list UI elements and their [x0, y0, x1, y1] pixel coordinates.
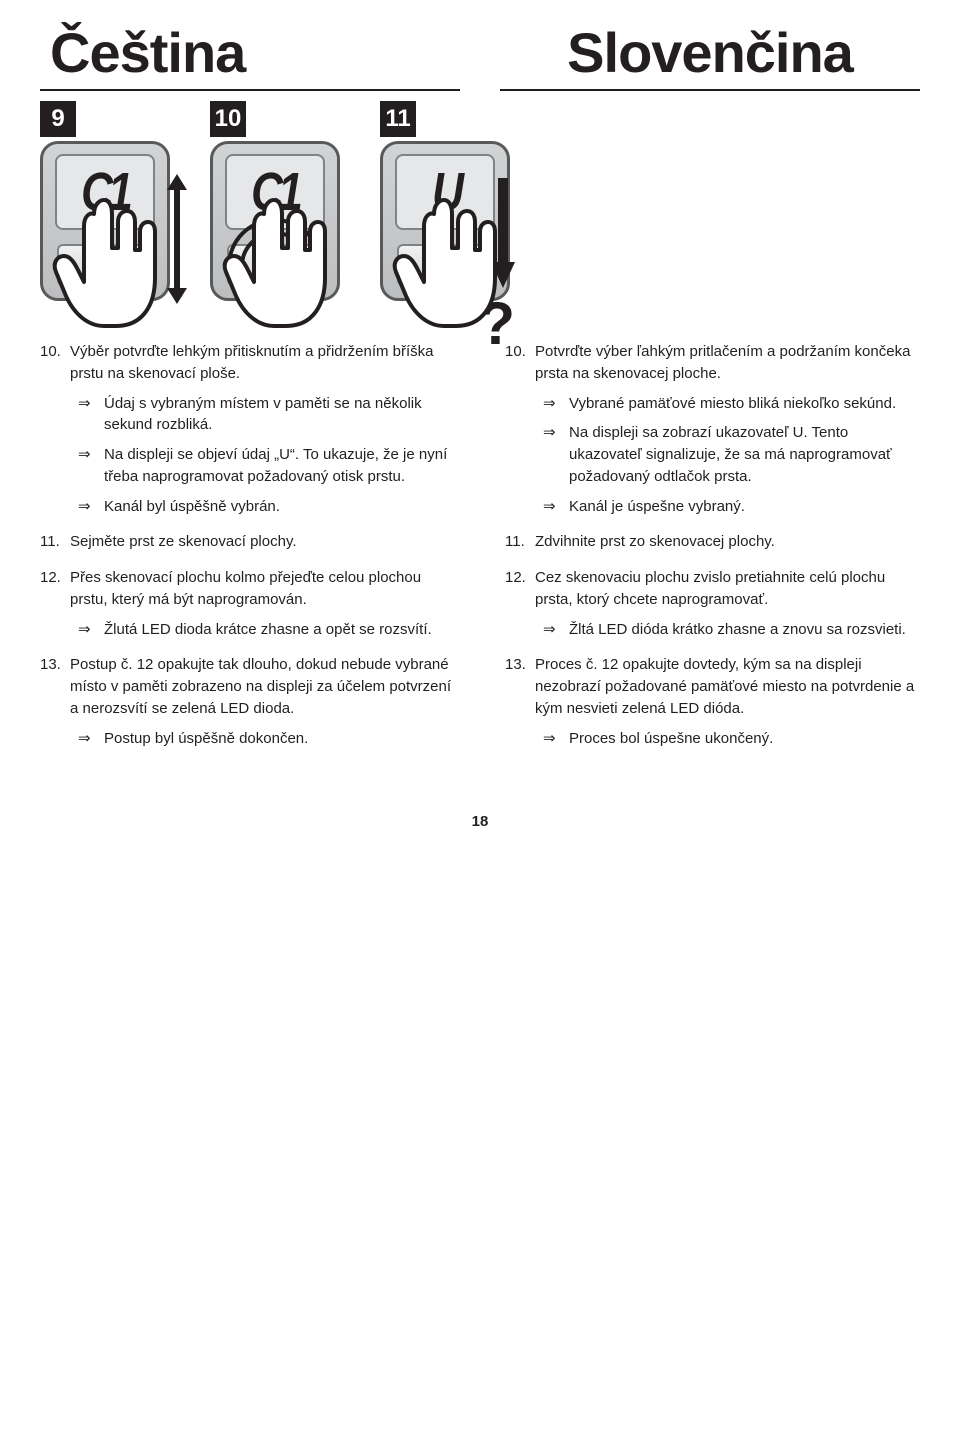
panel-9: 9 C1	[40, 121, 170, 301]
device-10: C1	[210, 141, 340, 301]
text-columns: 10. Výběr potvrďte lehkým přitisknutím a …	[40, 341, 920, 763]
item-number: 11.	[40, 531, 60, 553]
sub-item: Údaj s vybraným místem v paměti se na ně…	[104, 393, 455, 437]
header-left: Čeština	[40, 20, 460, 91]
button-row	[397, 244, 493, 286]
list-item: 11. Zdvihnite prst zo skenovacej plochy.	[505, 531, 920, 553]
list-item: 13. Postup č. 12 opakujte tak dlouho, dok…	[40, 654, 455, 749]
item-number: 13.	[505, 654, 526, 676]
item-text: Postup č. 12 opakujte tak dlouho, dokud …	[70, 656, 451, 717]
column-czech: 10. Výběr potvrďte lehkým přitisknutím a …	[40, 341, 455, 763]
sub-item: Na displeji sa zobrazí ukazovateľ U. Ten…	[569, 422, 920, 487]
column-slovak: 10. Potvrďte výber ľahkým pritlačením a p…	[505, 341, 920, 763]
list-item: 12. Cez skenovaciu plochu zvislo pretiahn…	[505, 567, 920, 640]
item-text: Výběr potvrďte lehkým přitisknutím a při…	[70, 343, 434, 382]
header-right: Slovenčina	[460, 20, 920, 91]
screen-text: U	[431, 161, 458, 223]
sub-item: Postup byl úspěšně dokončen.	[104, 728, 455, 750]
sub-item: Kanál je úspešne vybraný.	[569, 496, 920, 518]
panel-number: 10	[210, 101, 246, 137]
sub-item: Kanál byl úspěšně vybrán.	[104, 496, 455, 518]
lang-title-left: Čeština	[40, 20, 460, 91]
device-button	[448, 244, 493, 286]
list-item: 11. Sejměte prst ze skenovací plochy.	[40, 531, 455, 553]
button-row	[57, 244, 153, 286]
panel-10: 10 C1	[210, 121, 340, 301]
item-text: Cez skenovaciu plochu zvislo pretiahnite…	[535, 569, 885, 608]
panel-number: 9	[40, 101, 76, 137]
device-button	[57, 244, 102, 286]
screen-text: C1	[82, 161, 129, 223]
device-button	[397, 244, 442, 286]
device-9: C1	[40, 141, 170, 301]
item-number: 11.	[505, 531, 525, 553]
device-screen: C1	[55, 154, 155, 230]
list-item: 10. Potvrďte výber ľahkým pritlačením a p…	[505, 341, 920, 517]
item-text: Zdvihnite prst zo skenovacej plochy.	[535, 533, 775, 550]
item-text: Proces č. 12 opakujte dovtedy, kým sa na…	[535, 656, 914, 717]
down-arrow-icon	[489, 178, 517, 288]
diagram-row: 9 C1 10 C1	[40, 121, 920, 301]
list-item: 12. Přes skenovací plochu kolmo přejeďte …	[40, 567, 455, 640]
updown-arrow-icon	[165, 174, 189, 304]
sub-item: Vybrané pamäťové miesto bliká niekoľko s…	[569, 393, 920, 415]
device-screen: U	[395, 154, 495, 230]
sub-item: Žltá LED dióda krátko zhasne a znovu sa …	[569, 619, 920, 641]
item-number: 12.	[40, 567, 61, 589]
panel-11: 11 U ?	[380, 121, 510, 301]
panel-number: 11	[380, 101, 416, 137]
sub-item: Žlutá LED dioda krátce zhasne a opět se …	[104, 619, 455, 641]
lang-title-right: Slovenčina	[500, 20, 920, 91]
list-item: 10. Výběr potvrďte lehkým přitisknutím a …	[40, 341, 455, 517]
press-ripple-icon	[225, 216, 325, 316]
item-number: 12.	[505, 567, 526, 589]
page-number: 18	[40, 813, 920, 830]
item-text: Přes skenovací plochu kolmo přejeďte cel…	[70, 569, 421, 608]
language-headers: Čeština Slovenčina	[40, 20, 920, 91]
item-number: 13.	[40, 654, 61, 676]
item-number: 10.	[505, 341, 526, 363]
sub-item: Proces bol úspešne ukončený.	[569, 728, 920, 750]
screen-text: C1	[252, 161, 299, 223]
list-item: 13. Proces č. 12 opakujte dovtedy, kým sa…	[505, 654, 920, 749]
device-button	[108, 244, 153, 286]
item-number: 10.	[40, 341, 61, 363]
device-11: U ?	[380, 141, 510, 301]
item-text: Potvrďte výber ľahkým pritlačením a podr…	[535, 343, 910, 382]
sub-item: Na displeji se objeví údaj „U“. To ukazu…	[104, 444, 455, 488]
item-text: Sejměte prst ze skenovací plochy.	[70, 533, 297, 550]
